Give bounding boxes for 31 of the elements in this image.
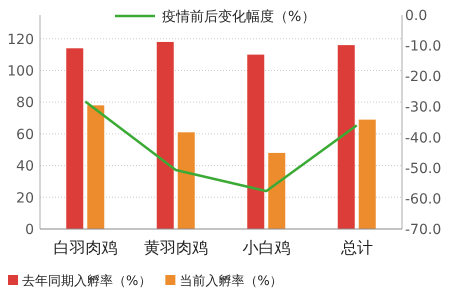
bar xyxy=(268,152,286,229)
legend-label: 疫情前后变化幅度（%） xyxy=(162,9,316,25)
y2-tick-label: -20.0 xyxy=(405,69,442,86)
bar xyxy=(156,42,174,229)
y2-tick-label: -60.0 xyxy=(405,191,442,208)
y2-tick-label: 0.0 xyxy=(405,8,428,24)
bar xyxy=(358,120,376,229)
y-tick-label: 60 xyxy=(16,126,34,143)
bar xyxy=(66,48,84,229)
line-series xyxy=(84,100,358,192)
legend-label: 去年同期入孵率（%） xyxy=(22,273,152,289)
x-tick-label: 总计 xyxy=(340,238,373,257)
bar xyxy=(87,105,104,229)
y-tick-label: 80 xyxy=(16,95,34,112)
y2-tick-label: -70.0 xyxy=(405,222,442,238)
x-tick-label: 白羽肉鸡 xyxy=(53,238,118,257)
y-tick-label: 0 xyxy=(25,222,34,238)
y-tick-label: 20 xyxy=(16,190,34,206)
y-tick-label: 40 xyxy=(16,158,34,175)
x-tick-label: 小白鸡 xyxy=(242,238,290,257)
y2-tick-label: -30.0 xyxy=(405,100,442,116)
legend-label: 当前入孵率（%） xyxy=(179,273,283,289)
bar xyxy=(178,132,195,229)
bar xyxy=(247,54,264,229)
y-tick-label: 100 xyxy=(7,63,34,80)
x-tick-label: 黄羽肉鸡 xyxy=(144,238,208,257)
y2-tick-label: -50.0 xyxy=(405,160,442,177)
y-tick-label: 120 xyxy=(7,32,34,48)
y2-tick-label: -10.0 xyxy=(405,38,442,55)
bar xyxy=(338,45,355,229)
y2-tick-label: -40.0 xyxy=(405,130,442,146)
